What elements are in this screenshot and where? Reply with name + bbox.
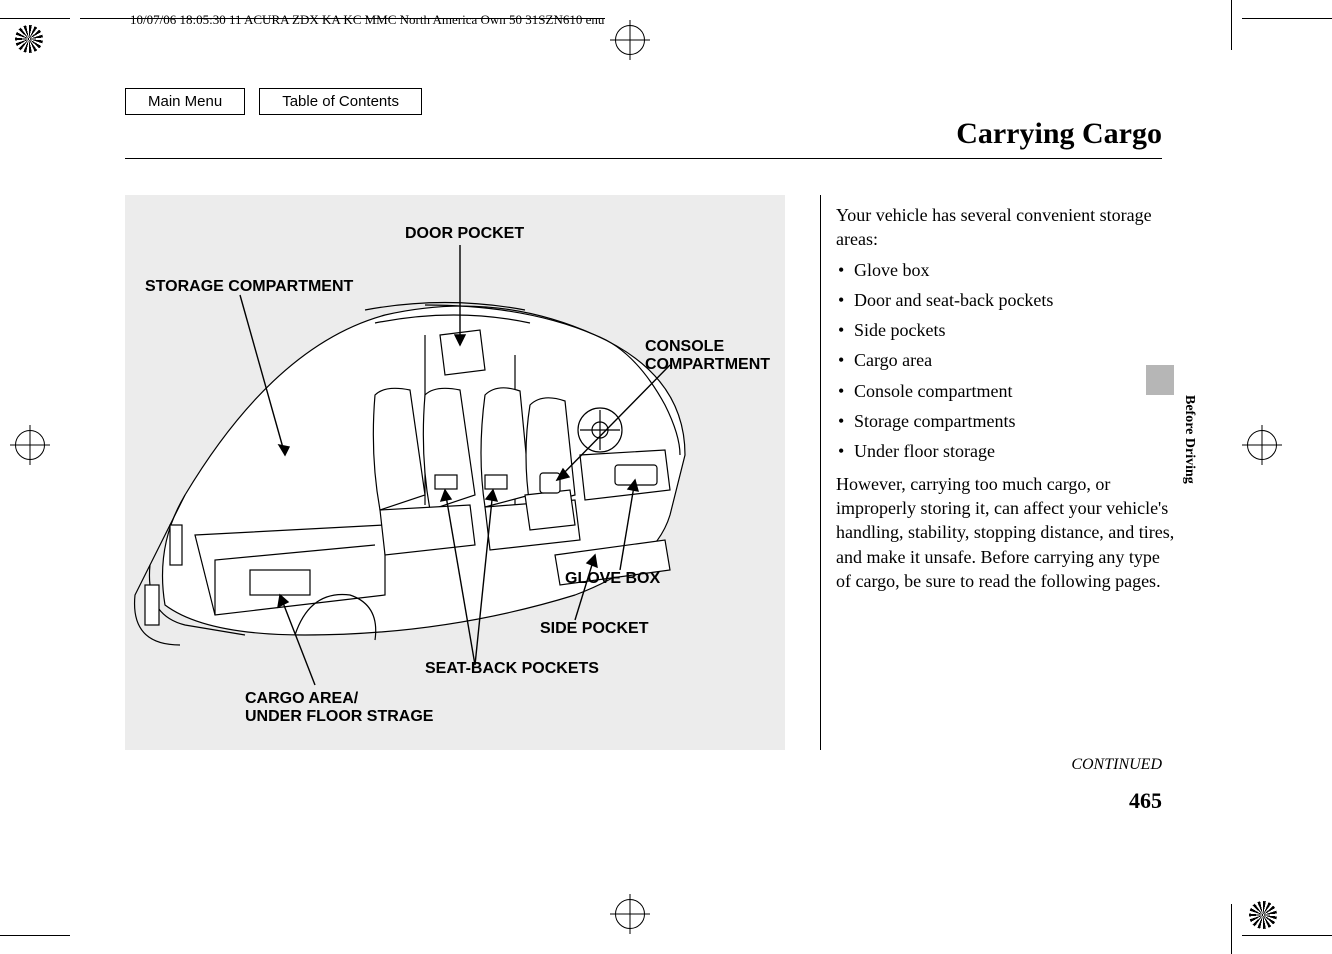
body-text-column: Your vehicle has several convenient stor… bbox=[836, 203, 1176, 595]
intro-paragraph: Your vehicle has several convenient stor… bbox=[836, 203, 1176, 252]
registration-target-icon bbox=[1249, 901, 1277, 929]
crop-mark bbox=[1242, 18, 1332, 19]
label-door-pocket: DOOR POCKET bbox=[405, 225, 524, 243]
crop-mark bbox=[0, 18, 70, 19]
registration-target-icon bbox=[15, 25, 43, 53]
list-item: Storage compartments bbox=[836, 409, 1176, 433]
continued-label: CONTINUED bbox=[1071, 756, 1162, 774]
column-divider bbox=[820, 195, 821, 750]
label-console-compartment: CONSOLE COMPARTMENT bbox=[645, 338, 770, 375]
list-item: Console compartment bbox=[836, 379, 1176, 403]
list-item: Under floor storage bbox=[836, 439, 1176, 463]
storage-diagram: STORAGE COMPARTMENT DOOR POCKET CONSOLE … bbox=[125, 195, 785, 750]
label-text: CONSOLE bbox=[645, 338, 724, 355]
registration-mark-icon bbox=[15, 430, 45, 460]
registration-mark-icon bbox=[615, 899, 645, 929]
label-seat-back-pockets: SEAT-BACK POCKETS bbox=[425, 660, 599, 678]
list-item: Cargo area bbox=[836, 348, 1176, 372]
registration-mark-icon bbox=[615, 25, 645, 55]
label-side-pocket: SIDE POCKET bbox=[540, 620, 648, 638]
header-metadata: 10/07/06 18:05:30 11 ACURA ZDX KA KC MMC… bbox=[130, 12, 604, 28]
label-storage-compartment: STORAGE COMPARTMENT bbox=[145, 278, 353, 296]
nav-buttons: Main Menu Table of Contents bbox=[125, 88, 422, 115]
page-title: Carrying Cargo bbox=[956, 117, 1162, 151]
section-tab-block bbox=[1146, 365, 1174, 395]
section-tab-label: Before Driving bbox=[1181, 395, 1197, 484]
label-text: CARGO AREA/ bbox=[245, 690, 358, 707]
main-menu-button[interactable]: Main Menu bbox=[125, 88, 245, 115]
warning-paragraph: However, carrying too much cargo, or imp… bbox=[836, 472, 1176, 593]
table-of-contents-button[interactable]: Table of Contents bbox=[259, 88, 422, 115]
crop-mark bbox=[0, 935, 70, 936]
crop-mark bbox=[1231, 0, 1232, 50]
list-item: Side pockets bbox=[836, 318, 1176, 342]
label-text: COMPARTMENT bbox=[645, 356, 770, 373]
registration-mark-icon bbox=[1247, 430, 1277, 460]
storage-list: Glove box Door and seat-back pockets Sid… bbox=[836, 258, 1176, 464]
title-rule bbox=[125, 158, 1162, 159]
list-item: Glove box bbox=[836, 258, 1176, 282]
crop-mark bbox=[1231, 904, 1232, 954]
page-number: 465 bbox=[1129, 788, 1162, 814]
label-cargo-area: CARGO AREA/ UNDER FLOOR STRAGE bbox=[245, 690, 433, 727]
list-item: Door and seat-back pockets bbox=[836, 288, 1176, 312]
label-text: UNDER FLOOR STRAGE bbox=[245, 708, 433, 725]
label-glove-box: GLOVE BOX bbox=[565, 570, 660, 588]
crop-mark bbox=[1242, 935, 1332, 936]
